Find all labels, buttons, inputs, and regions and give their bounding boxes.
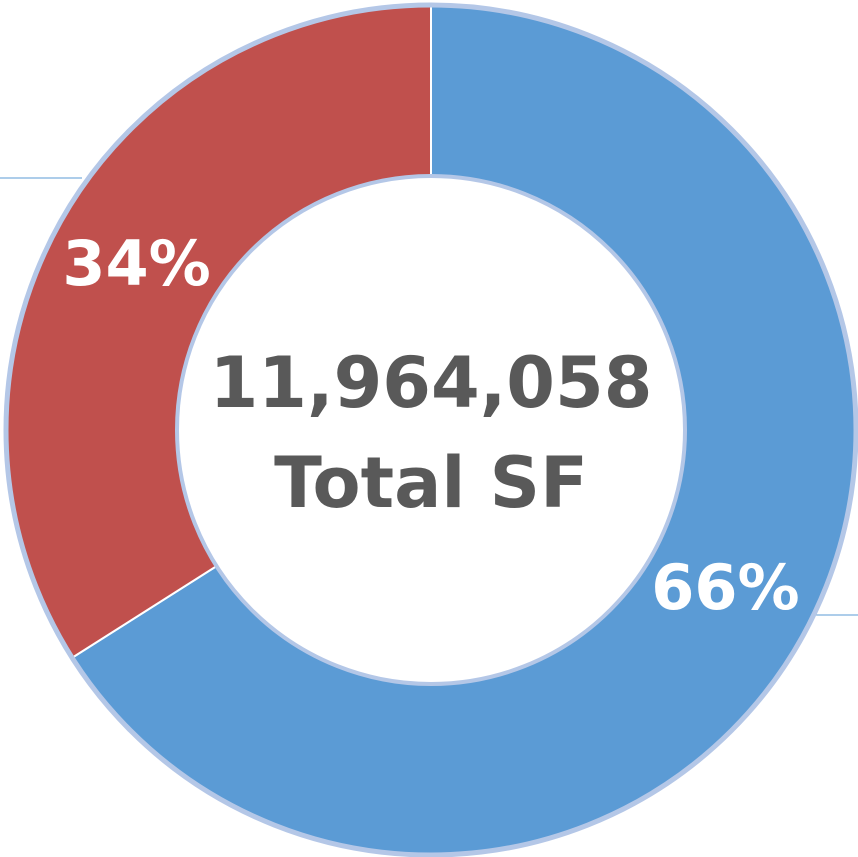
center-value: 11,964,058 <box>210 342 653 424</box>
donut-segment <box>5 3 432 660</box>
value-label: 34% <box>62 227 210 300</box>
center-label: Total SF <box>274 442 588 524</box>
outer-ring <box>3 2 858 857</box>
inner-ring <box>175 174 687 686</box>
donut <box>5 3 857 856</box>
value-label: 66% <box>651 551 799 624</box>
